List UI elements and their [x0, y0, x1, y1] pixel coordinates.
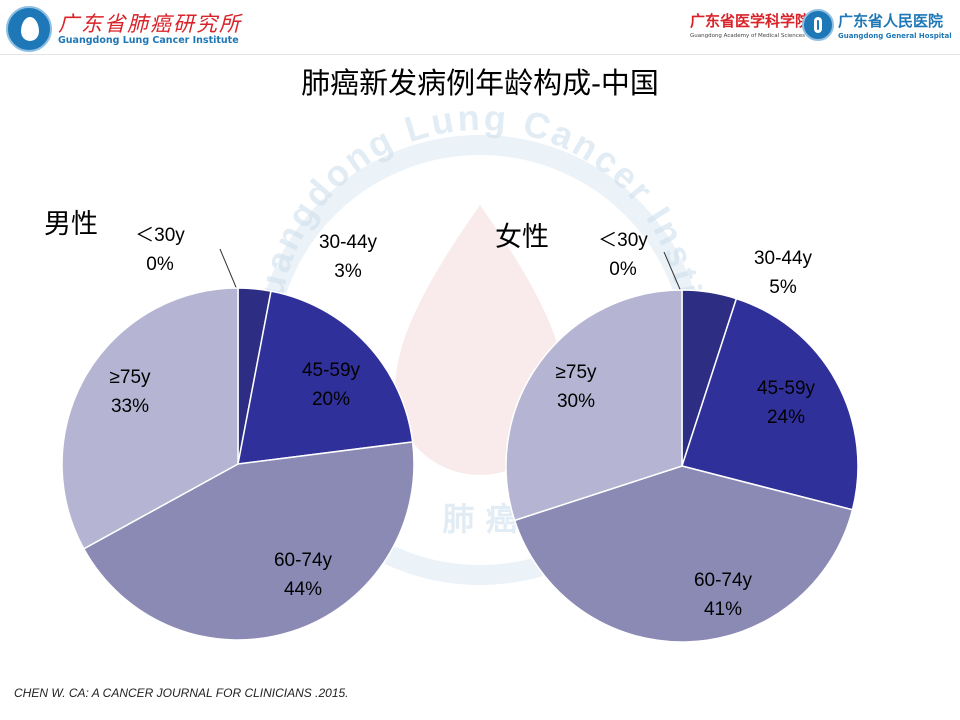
slice-value-female-3: 41%	[704, 599, 742, 620]
academy-name-cn: 广东省医学科学院	[690, 12, 811, 30]
pie-slice-male-4	[61, 287, 239, 550]
leader-line-male-0	[219, 248, 239, 293]
slide-title: 肺癌新发病例年龄构成-中国	[301, 66, 659, 100]
citation: CHEN W. CA: A CANCER JOURNAL FOR CLINICI…	[14, 686, 349, 700]
institute-name-cn: 广东省肺癌研究所	[58, 12, 242, 36]
slice-value-female-0: 0%	[609, 259, 637, 280]
slice-label-male-2: 45-59y	[302, 360, 361, 381]
hospital-name-cn: 广东省人民医院	[838, 12, 944, 30]
header-divider	[0, 54, 960, 55]
pie-slice-female-2	[681, 297, 859, 511]
institute-name-en: Guangdong Lung Cancer Institute	[58, 35, 239, 46]
slice-label-female-4: ≥75y	[555, 362, 597, 383]
slice-value-male-2: 20%	[312, 389, 350, 410]
slice-value-female-1: 5%	[769, 277, 797, 298]
pie-chart-female: ＜30y 0% 30-44y 5% 45-59y 24% 60-74y 41% ≥75y 30% 女…	[495, 222, 859, 643]
slice-label-female-0: ＜30y	[598, 230, 648, 251]
pie-slice-male-2	[237, 290, 414, 465]
slice-value-male-0: 0%	[146, 254, 174, 275]
lung-institute-logo: 广东省肺癌研究所 Guangdong Lung Cancer Institute	[6, 4, 240, 54]
pie-slice-male-3	[82, 441, 415, 641]
hospital-name-en: Guangdong General Hospital	[838, 32, 952, 40]
slice-label-female-3: 60-74y	[694, 570, 753, 591]
pie-slice-female-4	[505, 289, 683, 522]
slice-label-female-2: 45-59y	[757, 378, 816, 399]
academy-name-en: Guangdong Academy of Medical Sciences	[690, 33, 806, 39]
slice-value-male-1: 3%	[334, 261, 362, 282]
slice-value-male-3: 44%	[284, 579, 322, 600]
lung-institute-emblem-icon	[6, 6, 52, 52]
slice-label-male-4: ≥75y	[109, 367, 151, 388]
slice-label-male-3: 60-74y	[274, 550, 333, 571]
slice-value-female-4: 30%	[557, 391, 595, 412]
slice-value-female-2: 24%	[767, 407, 805, 428]
pie-title-male: 男性	[44, 209, 98, 240]
slice-label-female-1: 30-44y	[754, 248, 813, 269]
pie-chart-male: ＜30y 0% 30-44y 3% 45-59y 20% 60-74y 44% ≥75y 33% 男…	[44, 209, 415, 641]
hospital-logos: 广东省医学科学院 Guangdong Academy of Medical Sc…	[690, 8, 952, 52]
leader-line-female-0	[663, 251, 683, 295]
pie-title-female: 女性	[495, 222, 549, 253]
slice-label-male-1: 30-44y	[319, 232, 378, 253]
hospital-emblem-icon	[802, 9, 834, 41]
slice-label-male-0: ＜30y	[135, 225, 185, 246]
slice-value-male-4: 33%	[111, 396, 149, 417]
pie-slice-female-3	[513, 465, 854, 643]
